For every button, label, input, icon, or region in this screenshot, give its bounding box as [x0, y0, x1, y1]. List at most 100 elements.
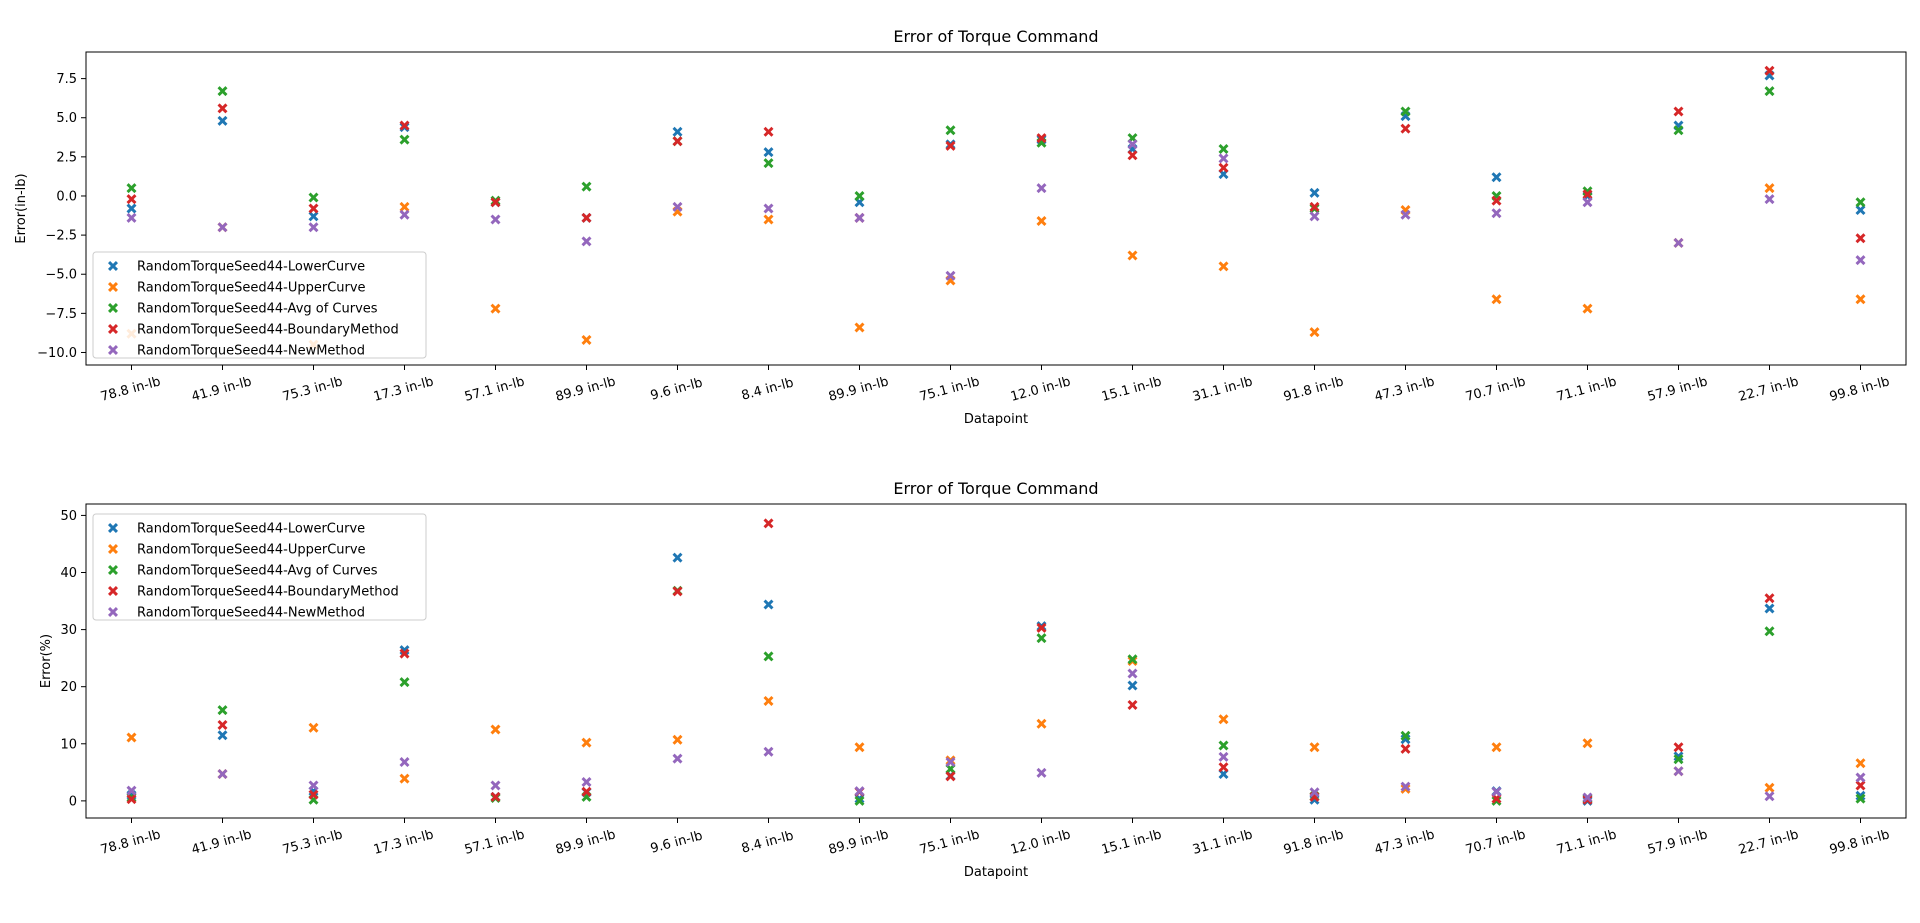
data-point	[308, 211, 319, 222]
data-point	[763, 695, 774, 706]
legend-marker	[108, 565, 118, 575]
data-point	[581, 777, 592, 788]
data-point	[854, 795, 865, 806]
data-point	[308, 222, 319, 233]
data-point	[1764, 626, 1775, 637]
data-point	[1673, 106, 1684, 117]
data-point	[1036, 183, 1047, 194]
data-point	[1218, 740, 1229, 751]
data-point	[1127, 150, 1138, 161]
data-point	[672, 136, 683, 147]
legend-entry: RandomTorqueSeed44-LowerCurve	[137, 260, 365, 275]
data-point	[1855, 255, 1866, 266]
data-point	[945, 757, 956, 768]
data-point	[1036, 718, 1047, 729]
data-point	[854, 322, 865, 333]
x-tick-label: 71.1 in-lb	[1555, 374, 1618, 404]
data-point	[1036, 633, 1047, 644]
data-point	[1491, 195, 1502, 206]
data-point	[1673, 754, 1684, 765]
y-tick-label: 40	[60, 566, 77, 581]
data-point	[126, 785, 137, 796]
data-point	[1218, 144, 1229, 155]
data-point	[1764, 194, 1775, 205]
x-tick-label: 9.6 in-lb	[649, 375, 704, 403]
data-point	[1764, 183, 1775, 194]
chart-title: Error of Torque Command	[893, 479, 1098, 498]
data-point	[1764, 603, 1775, 614]
data-point	[672, 753, 683, 764]
data-point	[1218, 162, 1229, 173]
data-point	[1218, 714, 1229, 725]
legend-box	[92, 251, 427, 359]
data-point	[763, 746, 774, 757]
data-point	[399, 648, 410, 659]
data-point	[672, 734, 683, 745]
data-point	[126, 203, 137, 214]
x-tick-label: 41.9 in-lb	[190, 827, 253, 857]
data-point	[581, 786, 592, 797]
data-point	[581, 212, 592, 223]
data-point	[1491, 294, 1502, 305]
y-tick-label: 5.0	[56, 111, 77, 126]
data-point	[1309, 201, 1320, 212]
legend-marker	[108, 282, 118, 292]
x-axis-label: Datapoint	[964, 412, 1028, 427]
data-point	[1764, 782, 1775, 793]
data-point	[581, 334, 592, 345]
data-point	[399, 209, 410, 220]
y-tick-label: −7.5	[45, 307, 77, 322]
x-tick-label: 89.9 in-lb	[554, 827, 617, 857]
data-point	[308, 780, 319, 791]
legend-entry: RandomTorqueSeed44-UpperCurve	[137, 543, 366, 558]
x-axis-label: Datapoint	[964, 865, 1028, 880]
data-point	[126, 794, 137, 805]
legend-marker	[108, 607, 118, 617]
data-point	[1400, 783, 1411, 794]
data-point	[581, 181, 592, 192]
chart-1: Error of Torque Command −10.0 −7.5 −5.0 −2.5…	[14, 27, 1907, 427]
y-tick-label: 30	[60, 623, 77, 638]
x-tick-label: 71.1 in-lb	[1555, 827, 1618, 857]
x-tick-label: 78.8 in-lb	[99, 827, 162, 857]
data-point	[1855, 205, 1866, 216]
data-point	[1855, 780, 1866, 791]
data-point	[126, 183, 137, 194]
data-point	[1218, 261, 1229, 272]
data-point	[1127, 668, 1138, 679]
data-point	[1855, 233, 1866, 244]
data-point	[1309, 787, 1320, 798]
data-point	[1491, 172, 1502, 183]
data-point	[854, 212, 865, 223]
x-tick-label: 75.1 in-lb	[918, 374, 981, 404]
data-point	[1036, 216, 1047, 227]
data-point	[1582, 738, 1593, 749]
y-tick-label: −2.5	[45, 229, 77, 244]
x-tick-label: 12.0 in-lb	[1009, 374, 1072, 404]
legend: RandomTorqueSeed44-LowerCurve RandomTorqu…	[92, 513, 427, 621]
data-point	[1855, 772, 1866, 783]
x-tick-label: 75.3 in-lb	[281, 827, 344, 857]
x-tick-label: 41.9 in-lb	[190, 374, 253, 404]
data-point	[854, 786, 865, 797]
data-point	[1309, 327, 1320, 338]
data-point	[763, 147, 774, 158]
data-point	[581, 737, 592, 748]
data-point	[945, 771, 956, 782]
legend-marker	[108, 586, 118, 596]
x-tick-label: 22.7 in-lb	[1737, 827, 1800, 857]
data-point	[945, 270, 956, 281]
x-tick-label: 57.1 in-lb	[463, 827, 526, 857]
data-point	[399, 134, 410, 145]
x-tick-label: 75.3 in-lb	[281, 374, 344, 404]
x-tick-label: 57.1 in-lb	[463, 374, 526, 404]
x-tick-label: 22.7 in-lb	[1737, 374, 1800, 404]
x-tick-label: 57.9 in-lb	[1646, 374, 1709, 404]
data-point	[1127, 699, 1138, 710]
x-tick-label: 75.1 in-lb	[918, 827, 981, 857]
legend-entry: RandomTorqueSeed44-UpperCurve	[137, 281, 366, 296]
data-point	[763, 126, 774, 137]
data-point	[945, 140, 956, 151]
plot-area	[85, 51, 1907, 366]
x-tick-label: 70.7 in-lb	[1464, 827, 1527, 857]
